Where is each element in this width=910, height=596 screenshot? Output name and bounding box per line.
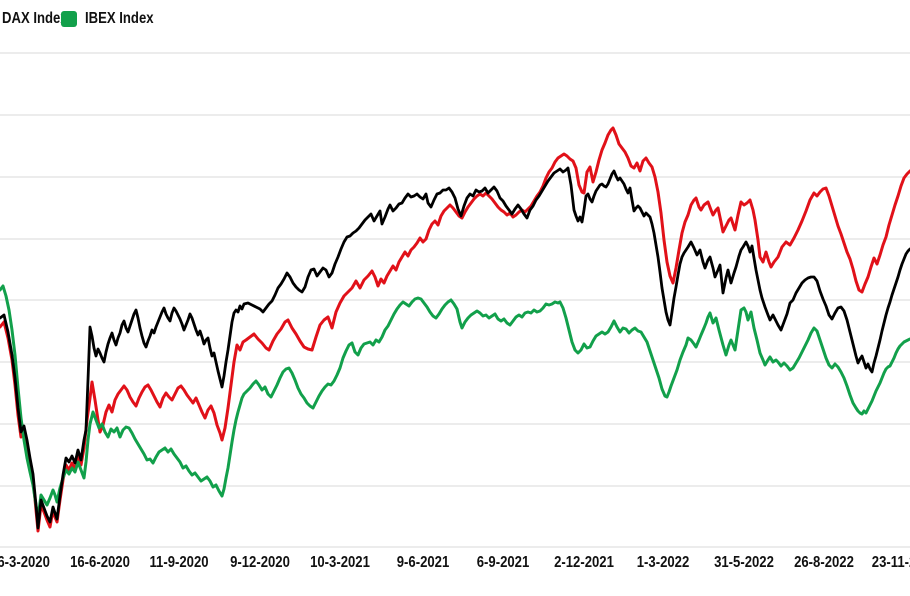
red-series-line [0,126,910,533]
x-axis-tick-label: 9-12-2020 [230,554,290,571]
x-axis-tick-label: 31-5-2022 [714,554,774,571]
x-axis-tick-label: 11-9-2020 [149,554,209,571]
x-axis-tick-label: 16-3-2020 [0,554,50,571]
ibex-legend-swatch [61,11,77,27]
ibex-series-line [0,284,910,520]
ibex-legend-label: IBEX Index [85,10,154,27]
dax-series-line [0,166,910,530]
chart-legend: DAX Index IBEX Index [0,10,910,28]
dax-legend-label: DAX Index [2,10,68,27]
x-axis-tick-label: 9-6-2021 [396,554,450,571]
x-axis-tick-label: 23-11-2022 [871,554,910,571]
x-axis-tick-label: 1-3-2022 [636,554,690,571]
x-axis-tick-label: 26-8-2022 [794,554,854,571]
x-axis-tick-label: 16-6-2020 [70,554,130,571]
x-axis-tick-label: 2-12-2021 [554,554,614,571]
x-axis-tick-label: 6-9-2021 [476,554,530,571]
x-axis-tick-label: 10-3-2021 [310,554,370,571]
